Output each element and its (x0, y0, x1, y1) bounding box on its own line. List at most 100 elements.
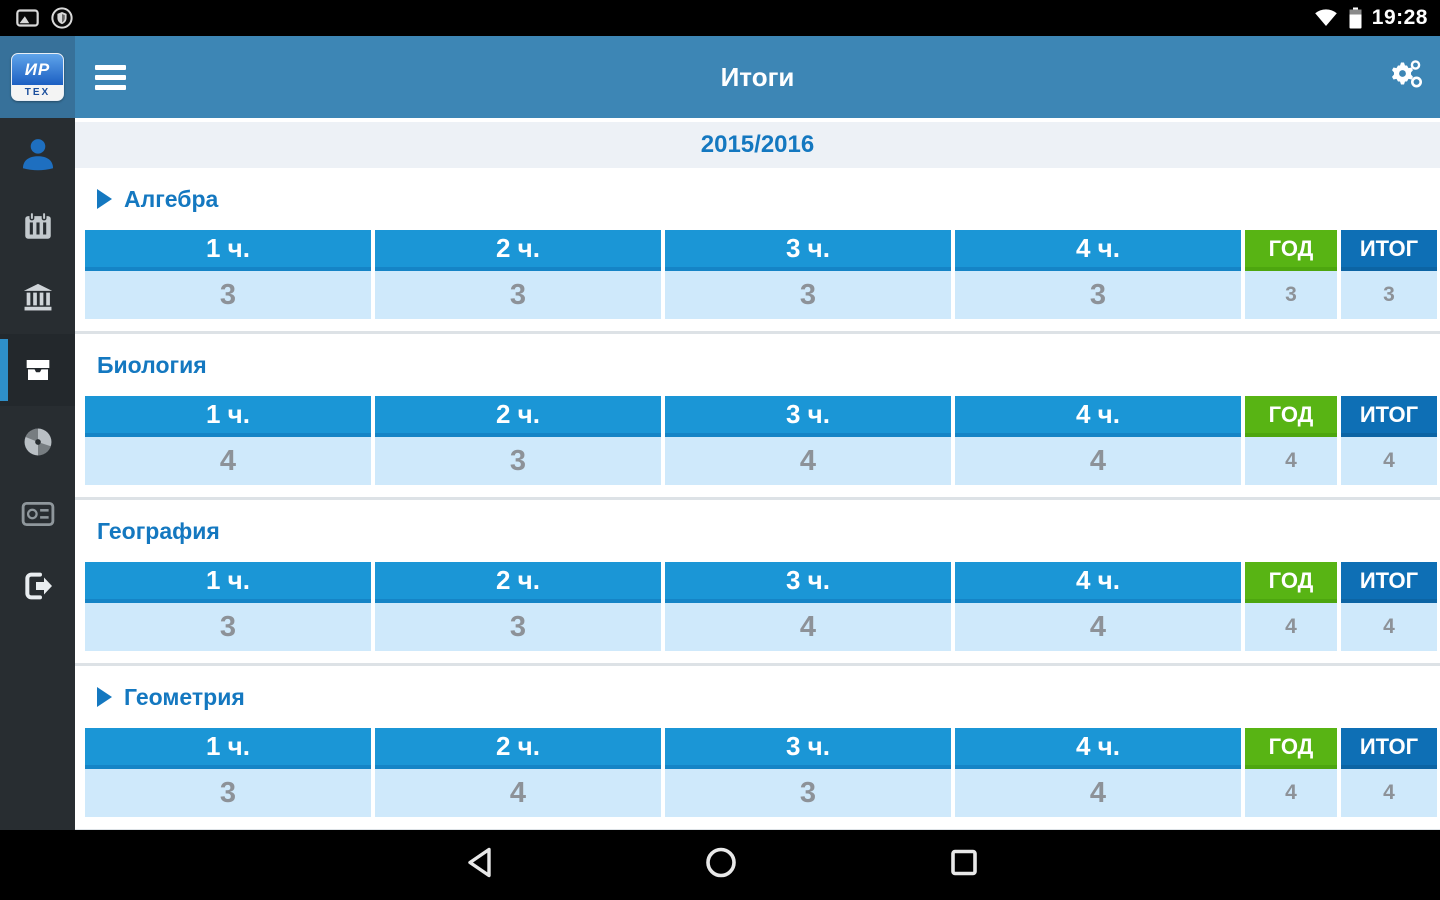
subject-header[interactable]: География (97, 518, 1440, 544)
page-title: Итоги (720, 61, 795, 92)
grades-table: 1 ч. 4 2 ч. 3 3 ч. 4 4 ч. 4 ГОД 4 ИТОГ 4 (85, 396, 1437, 485)
subject-section: Биология 1 ч. 4 2 ч. 3 3 ч. 4 4 ч. 4 ГОД 4 ИТОГ 4 (75, 352, 1440, 500)
grade-value[interactable]: 4 (1245, 437, 1337, 485)
quarter-column: 2 ч. 3 (375, 396, 661, 485)
calendar-icon (24, 211, 51, 239)
total-column: ИТОГ 4 (1341, 396, 1437, 485)
home-icon[interactable] (704, 846, 738, 885)
grade-value[interactable]: 3 (955, 271, 1241, 319)
year-column: ГОД 4 (1245, 562, 1337, 651)
settings-gears-icon[interactable] (1384, 57, 1424, 98)
column-header: 3 ч. (665, 396, 951, 437)
sidebar-item-card[interactable] (0, 478, 75, 550)
sidebar-item-reports[interactable] (0, 406, 75, 478)
sidebar-item-results[interactable] (0, 334, 75, 406)
subject-section: Геометрия 1 ч. 3 2 ч. 4 3 ч. 3 4 ч. 4 ГОД 4 ИТОГ 4 (75, 684, 1440, 830)
sidebar-item-school[interactable] (0, 262, 75, 334)
screenshot-icon (16, 9, 39, 27)
quarter-column: 3 ч. 4 (665, 396, 951, 485)
grade-value[interactable]: 4 (955, 603, 1241, 651)
grade-value[interactable]: 4 (1245, 769, 1337, 817)
quarter-column: 1 ч. 3 (85, 562, 371, 651)
column-header: ИТОГ (1341, 396, 1437, 437)
section-divider (75, 497, 1440, 500)
column-header: 1 ч. (85, 562, 371, 603)
grade-value[interactable]: 3 (375, 271, 661, 319)
clock: 19:28 (1371, 6, 1428, 29)
grade-value[interactable]: 4 (375, 769, 661, 817)
sidebar-item-profile[interactable] (0, 118, 75, 190)
column-header: ГОД (1245, 562, 1337, 603)
subject-name: Биология (97, 351, 207, 378)
total-column: ИТОГ 4 (1341, 728, 1437, 817)
section-divider (75, 331, 1440, 334)
grade-value[interactable]: 3 (85, 603, 371, 651)
grade-value[interactable]: 3 (665, 769, 951, 817)
grade-value[interactable]: 4 (955, 437, 1241, 485)
school-year-band[interactable]: 2015/2016 (75, 122, 1440, 168)
quarter-column: 1 ч. 3 (85, 230, 371, 319)
column-header: ГОД (1245, 230, 1337, 271)
column-header: ИТОГ (1341, 728, 1437, 769)
column-header: ИТОГ (1341, 562, 1437, 603)
subject-name: Геометрия (124, 683, 245, 710)
column-header: 3 ч. (665, 230, 951, 271)
column-header: 3 ч. (665, 562, 951, 603)
year-column: ГОД 4 (1245, 396, 1337, 485)
id-card-icon (21, 501, 54, 527)
back-icon[interactable] (464, 846, 494, 885)
grade-value[interactable]: 3 (375, 437, 661, 485)
quarter-column: 3 ч. 3 (665, 230, 951, 319)
quarter-column: 4 ч. 4 (955, 396, 1241, 485)
column-header: 2 ч. (375, 396, 661, 437)
menu-icon[interactable] (95, 64, 126, 90)
grade-value[interactable]: 4 (1341, 603, 1437, 651)
quarter-column: 4 ч. 4 (955, 728, 1241, 817)
column-header: 4 ч. (955, 396, 1241, 437)
column-header: 2 ч. (375, 562, 661, 603)
column-header: 1 ч. (85, 728, 371, 769)
quarter-column: 3 ч. 3 (665, 728, 951, 817)
subjects-list: Алгебра 1 ч. 3 2 ч. 3 3 ч. 3 4 ч. 3 ГОД 3 ИТОГ 3 Би… (75, 186, 1440, 830)
sidebar-item-logout[interactable] (0, 550, 75, 622)
bank-icon (23, 283, 52, 311)
school-year-label: 2015/2016 (700, 131, 815, 158)
grade-value[interactable]: 3 (375, 603, 661, 651)
grades-table: 1 ч. 3 2 ч. 3 3 ч. 4 4 ч. 4 ГОД 4 ИТОГ 4 (85, 562, 1437, 651)
column-header: 1 ч. (85, 396, 371, 437)
irtech-logo-icon: ИР ТЕХ (11, 53, 64, 101)
column-header: ГОД (1245, 728, 1337, 769)
grade-value[interactable]: 3 (1341, 271, 1437, 319)
expand-arrow-icon (97, 189, 112, 209)
subject-header[interactable]: Алгебра (97, 186, 1440, 212)
subject-header[interactable]: Биология (97, 352, 1440, 378)
grade-value[interactable]: 3 (665, 271, 951, 319)
grade-value[interactable]: 4 (955, 769, 1241, 817)
year-column: ГОД 4 (1245, 728, 1337, 817)
grades-table: 1 ч. 3 2 ч. 3 3 ч. 3 4 ч. 3 ГОД 3 ИТОГ 3 (85, 230, 1437, 319)
grade-value[interactable]: 4 (1245, 603, 1337, 651)
subject-section: Алгебра 1 ч. 3 2 ч. 3 3 ч. 3 4 ч. 3 ГОД 3 ИТОГ 3 (75, 186, 1440, 334)
subject-name: Алгебра (124, 185, 219, 212)
status-bar: 19:28 (0, 0, 1440, 36)
grades-table: 1 ч. 3 2 ч. 4 3 ч. 3 4 ч. 4 ГОД 4 ИТОГ 4 (85, 728, 1437, 817)
archive-box-icon (26, 360, 49, 380)
grade-value[interactable]: 4 (665, 437, 951, 485)
column-header: 2 ч. (375, 230, 661, 271)
sidebar-item-schedule[interactable] (0, 190, 75, 262)
grade-value[interactable]: 4 (85, 437, 371, 485)
grade-value[interactable]: 3 (1245, 271, 1337, 319)
grade-value[interactable]: 3 (85, 769, 371, 817)
grade-value[interactable]: 4 (1341, 437, 1437, 485)
grade-value[interactable]: 4 (665, 603, 951, 651)
grade-value[interactable]: 4 (1341, 769, 1437, 817)
grade-value[interactable]: 3 (85, 271, 371, 319)
quarter-column: 4 ч. 4 (955, 562, 1241, 651)
recents-icon[interactable] (948, 847, 980, 884)
total-column: ИТОГ 4 (1341, 562, 1437, 651)
status-bar-notifications (16, 7, 73, 29)
subject-header[interactable]: Геометрия (97, 684, 1440, 710)
quarter-column: 2 ч. 3 (375, 562, 661, 651)
column-header: ГОД (1245, 396, 1337, 437)
